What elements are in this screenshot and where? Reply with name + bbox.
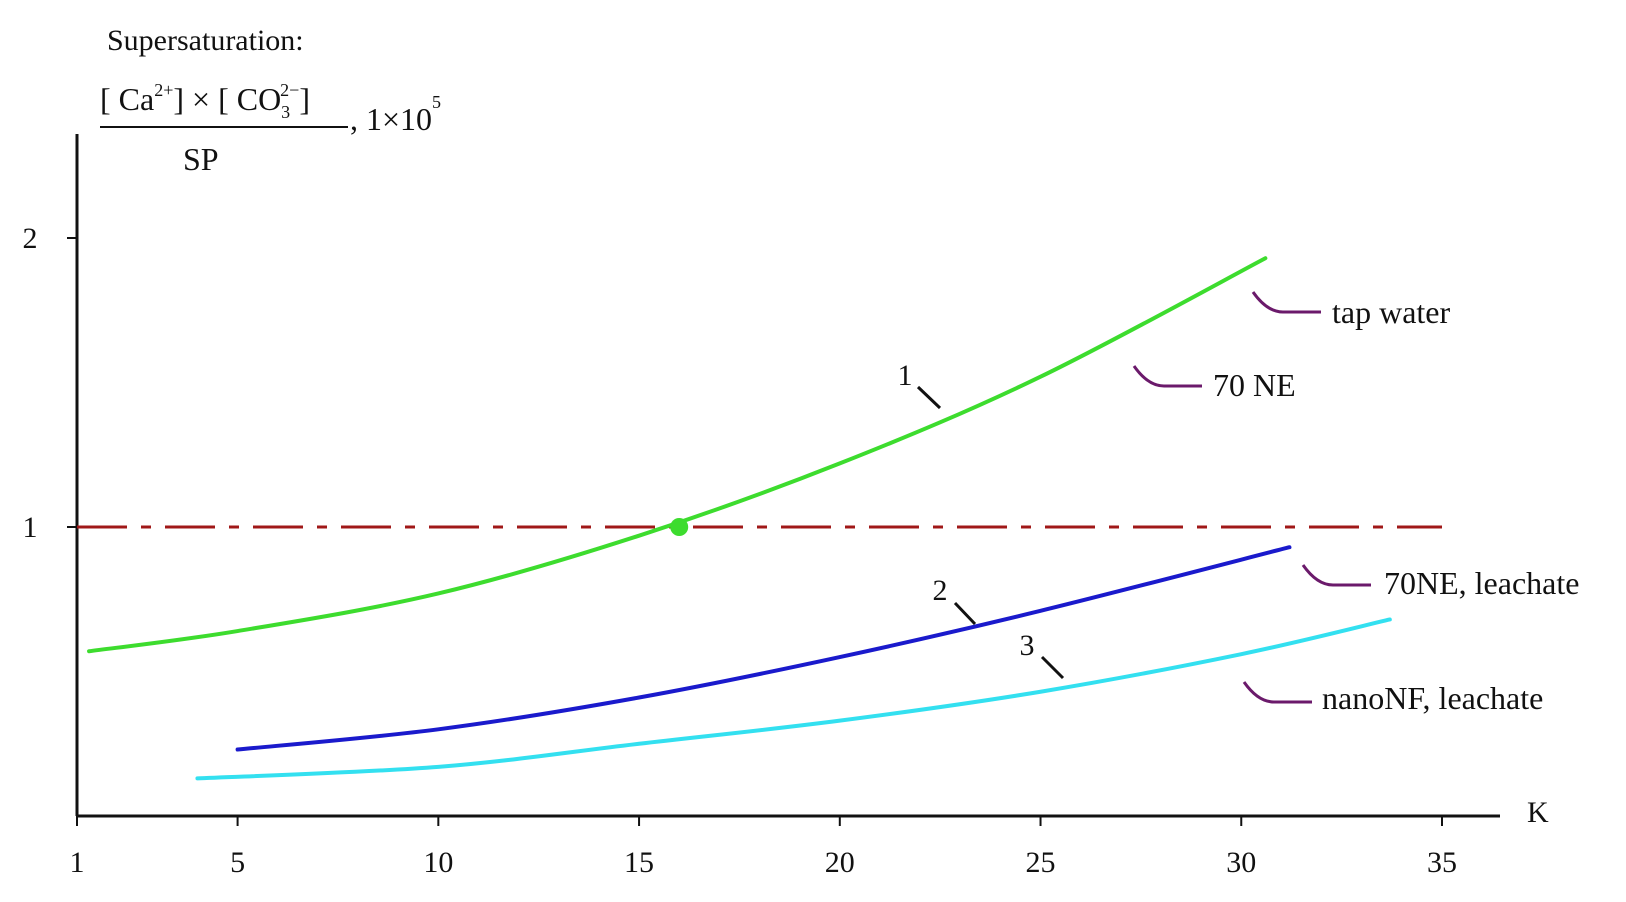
x-ticks: 1 5 10 15 20 25 30 35 [70,816,1457,879]
series-number-pointer [1040,655,1065,680]
series-number-label: 1 [898,359,913,392]
legend-pointer [1132,365,1202,388]
x-tick-label: 15 [624,846,654,879]
y-axis-scale: , 1×105 [350,92,441,137]
x-tick-label: 30 [1226,846,1256,879]
series-number-pointer [916,385,942,410]
x-tick-label: 25 [1026,846,1056,879]
x-tick-label: 10 [423,846,453,879]
series-labels: 1 2 3 tap water 70 NE 70NE, leachate nanoNF, l… [898,291,1579,716]
y-ticks: 12 [23,222,77,544]
series-line-3 [195,617,1392,781]
y-fraction-numerator: [ Ca2+] × [ CO32−] [100,80,310,122]
legend-label: nanoNF, leachate [1322,680,1543,716]
legend-pointer [1251,291,1321,314]
legend-label: tap water [1332,294,1451,330]
legend-label: 70 NE [1213,367,1296,403]
series-number-pointer [953,601,977,626]
x-tick-label: 1 [70,846,85,879]
legend-label: 70NE, leachate [1384,565,1579,601]
series-line-2 [235,545,1292,752]
y-tick-label: 1 [23,511,38,544]
y-axis-fraction: [ Ca2+] × [ CO32−] SP , 1×105 [100,80,441,177]
series-line-1 [87,256,1268,654]
x-tick-label: 35 [1427,846,1457,879]
intersection-marker [670,518,689,536]
y-axis-title: Supersaturation: [107,24,304,57]
legend-pointer [1242,681,1312,704]
legend-pointer [1301,564,1371,587]
y-tick-label: 2 [23,222,38,255]
marker-group [670,518,689,536]
y-fraction-denominator: SP [183,141,219,177]
x-tick-label: 5 [230,846,245,879]
x-axis-label: K [1527,796,1549,829]
series-lines [87,256,1392,781]
series-number-label: 2 [933,574,948,607]
x-tick-label: 20 [825,846,855,879]
series-number-label: 3 [1020,629,1035,662]
